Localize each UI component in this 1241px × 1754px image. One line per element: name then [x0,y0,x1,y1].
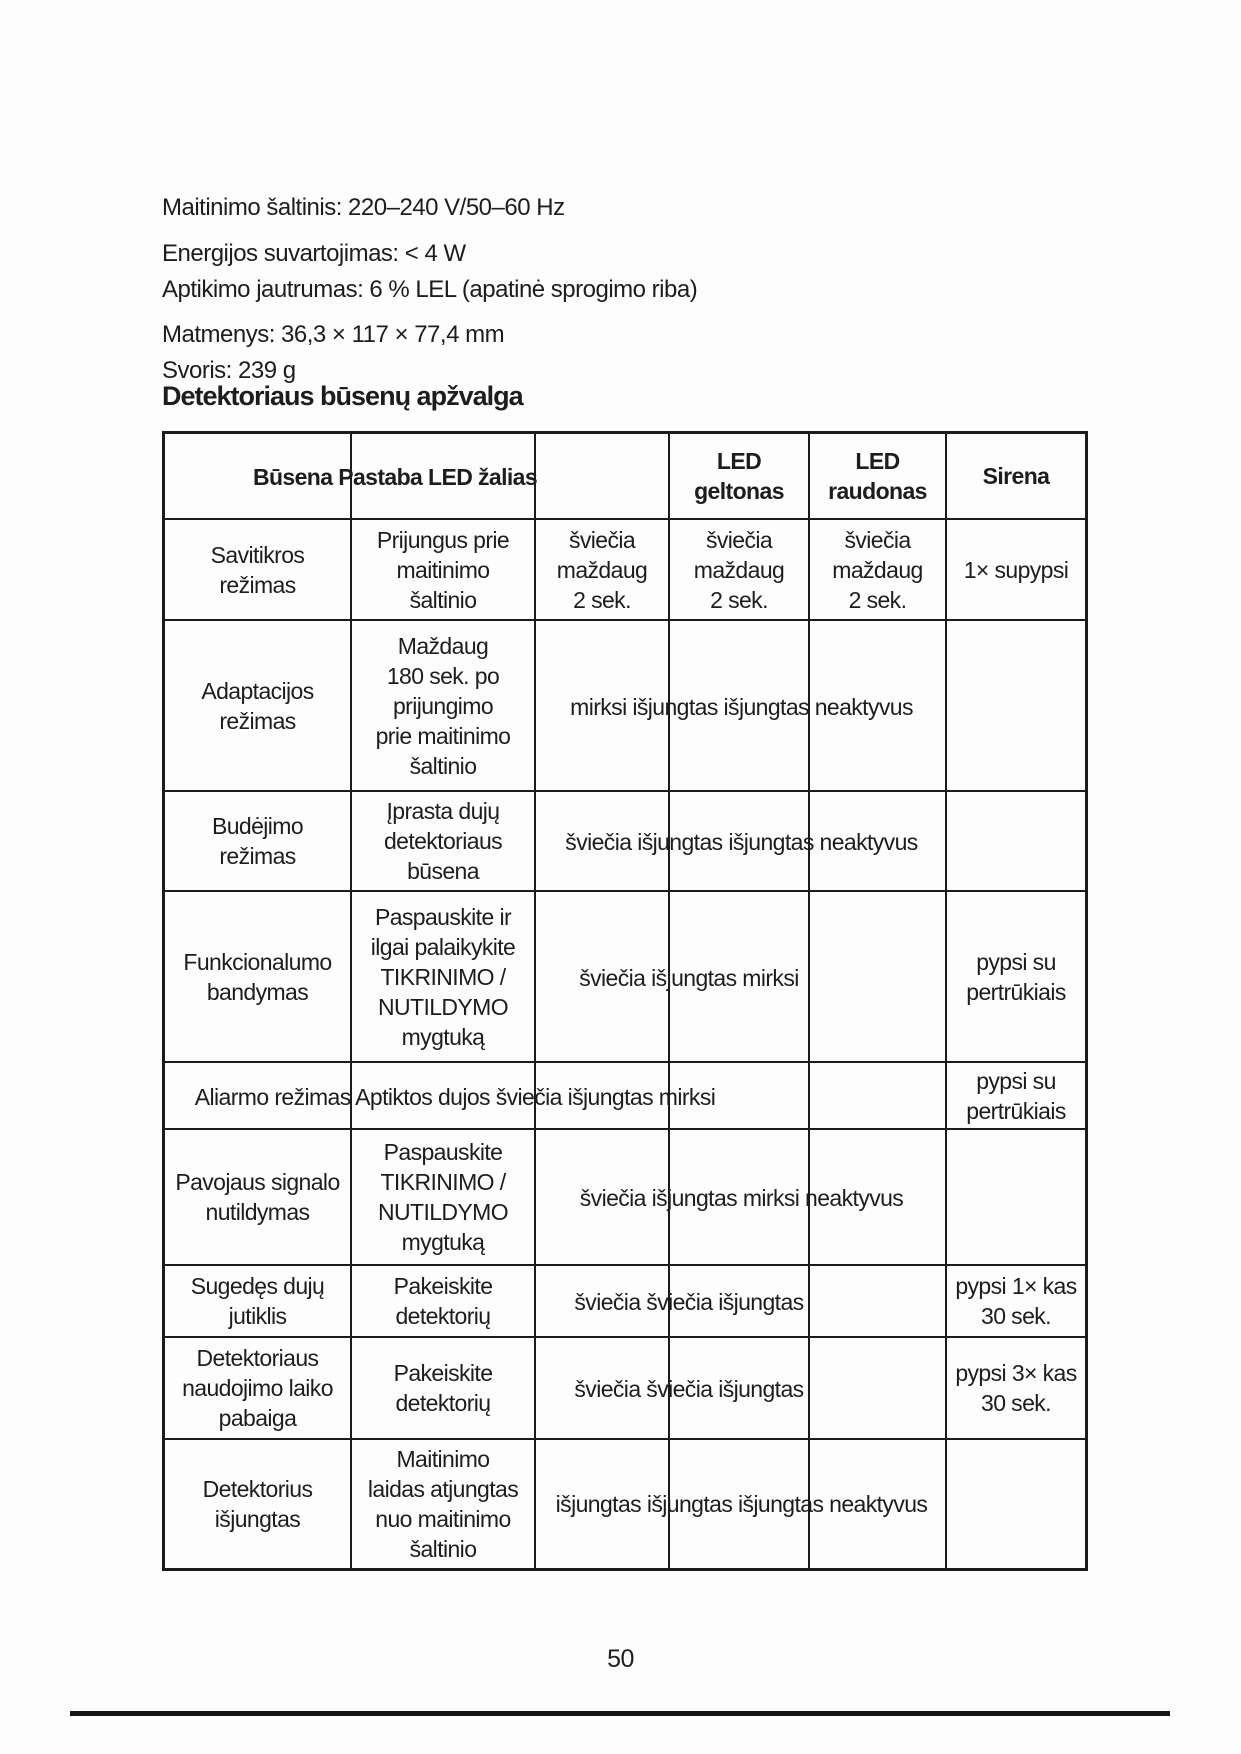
spec-line-weight: Svoris: 239 g [162,357,296,384]
cell-pastaba [352,1063,536,1130]
cell-busena: Pavojaus signalo nutildymas [165,1130,352,1266]
spec-line-consumption: Energijos suvartojimas: < 4 W [162,240,466,267]
spec-line-dimensions: Matmenys: 36,3 × 117 × 77,4 mm [162,321,505,348]
cell-led-zalias [536,1063,670,1130]
cell-pastaba: Pakeiskite detektorių [352,1338,536,1440]
cell-led-zalias [536,792,670,892]
cell-busena: Savitikros režimas [165,520,352,621]
cell-led-geltonas [670,1130,810,1266]
cell-led-zalias [536,1440,670,1568]
cell-led-geltonas [670,621,810,792]
cell-led-zalias [536,621,670,792]
cell-busena: Budėjimo režimas [165,792,352,892]
header-cell-led-raudonas: LED raudonas [810,434,947,520]
cell-sirena: 1× supypsi [947,520,1085,621]
cell-led-geltonas: šviečia maždaug 2 sek. [670,520,810,621]
header-cell-busena [165,434,352,520]
cell-led-raudonas [810,1063,947,1130]
cell-led-zalias [536,1266,670,1338]
cell-led-geltonas [670,892,810,1063]
cell-busena: Detektorius išjungtas [165,1440,352,1568]
cell-led-geltonas [670,792,810,892]
cell-led-raudonas [810,792,947,892]
header-cell-led-zalias [536,434,670,520]
header-cell-pastaba [352,434,536,520]
cell-led-raudonas: šviečia maždaug 2 sek. [810,520,947,621]
cell-sirena: pypsi su pertrūkiais [947,1063,1085,1130]
cell-sirena [947,1130,1085,1266]
cell-led-raudonas [810,621,947,792]
cell-led-geltonas [670,1063,810,1130]
cell-sirena [947,1440,1085,1568]
cell-pastaba: Maitinimo laidas atjungtas nuo maitinimo… [352,1440,536,1568]
cell-led-zalias [536,1130,670,1266]
cell-led-zalias [536,892,670,1063]
spec-list: Maitinimo šaltinis: 220–240 V/50–60 Hz E… [162,190,698,389]
cell-busena: Funkcionalumo bandymas [165,892,352,1063]
cell-led-raudonas [810,1440,947,1568]
cell-pastaba: Prijungus prie maitinimo šaltinio [352,520,536,621]
cell-led-geltonas [670,1440,810,1568]
section-title: Detektoriaus būsenų apžvalga [162,381,524,411]
cell-led-raudonas [810,1338,947,1440]
footer-rule [70,1711,1170,1716]
cell-sirena [947,621,1085,792]
cell-led-zalias [536,1338,670,1440]
cell-led-raudonas [810,1130,947,1266]
page-number: 50 [607,1645,634,1673]
header-cell-sirena: Sirena [947,434,1085,520]
cell-led-raudonas [810,892,947,1063]
cell-sirena: pypsi 1× kas 30 sek. [947,1266,1085,1338]
spec-line-power-source: Maitinimo šaltinis: 220–240 V/50–60 Hz [162,194,565,221]
cell-led-geltonas [670,1266,810,1338]
cell-busena: Detektoriaus naudojimo laiko pabaiga [165,1338,352,1440]
detector-status-table: LED geltonas LED raudonas Sirena Savitik… [162,431,1088,1571]
cell-led-geltonas [670,1338,810,1440]
cell-busena [165,1063,352,1130]
cell-pastaba: Paspauskite ir ilgai palaikykite TIKRINI… [352,892,536,1063]
cell-led-raudonas [810,1266,947,1338]
cell-busena: Sugedęs dujų jutiklis [165,1266,352,1338]
header-cell-led-geltonas: LED geltonas [670,434,810,520]
cell-pastaba: Maždaug 180 sek. po prijungimo prie mait… [352,621,536,792]
cell-led-zalias: šviečia maždaug 2 sek. [536,520,670,621]
cell-pastaba: Įprasta dujų detektoriaus būsena [352,792,536,892]
table-grid: LED geltonas LED raudonas Sirena Savitik… [165,434,1085,1568]
cell-sirena: pypsi su pertrūkiais [947,892,1085,1063]
spec-line-sensitivity: Aptikimo jautrumas: 6 % LEL (apatinė spr… [162,276,698,303]
cell-busena: Adaptacijos režimas [165,621,352,792]
cell-pastaba: Paspauskite TIKRINIMO / NUTILDYMO mygtuk… [352,1130,536,1266]
cell-sirena [947,792,1085,892]
cell-pastaba: Pakeiskite detektorių [352,1266,536,1338]
cell-sirena: pypsi 3× kas 30 sek. [947,1338,1085,1440]
